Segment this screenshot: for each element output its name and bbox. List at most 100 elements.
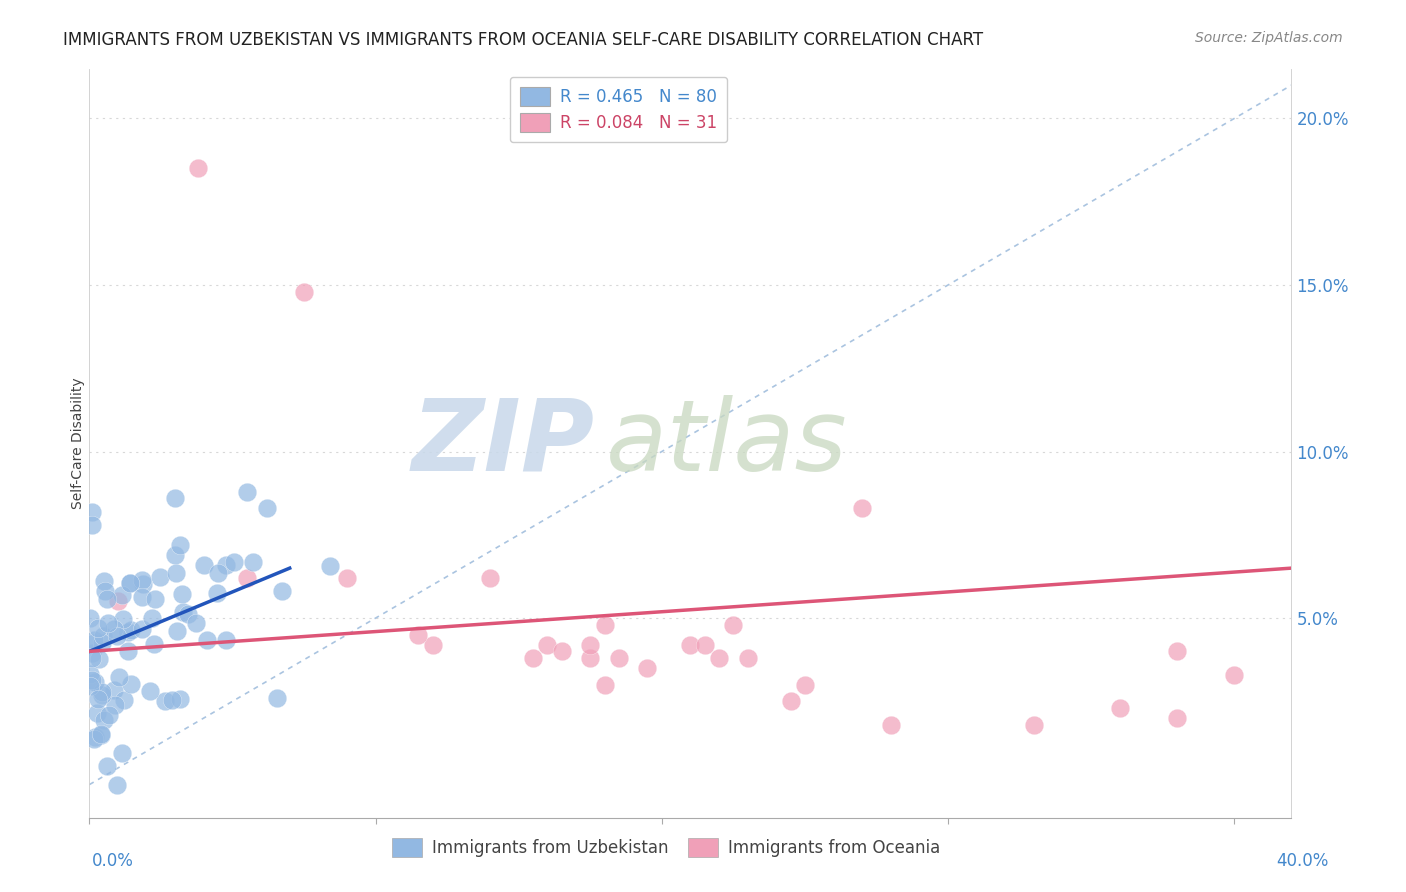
Y-axis label: Self-Care Disability: Self-Care Disability [72, 377, 86, 509]
Point [111, 588, 134, 602]
Text: 0.0%: 0.0% [91, 852, 134, 870]
Point [214, 558, 236, 572]
Point [82, 517, 104, 532]
Point [1223, 667, 1246, 681]
Point [256, 500, 278, 515]
Point [96, 759, 118, 773]
Point [236, 484, 259, 499]
Point [579, 651, 602, 665]
Point [1166, 644, 1188, 658]
Point [131, 573, 153, 587]
Point [79, 611, 101, 625]
Point [1108, 701, 1130, 715]
Point [83, 730, 105, 744]
Point [139, 684, 162, 698]
Point [165, 491, 187, 505]
Point [143, 592, 166, 607]
Point [737, 651, 759, 665]
Point [97, 616, 120, 631]
Point [172, 587, 194, 601]
Point [165, 566, 187, 580]
Text: 40.0%: 40.0% [1277, 852, 1329, 870]
Point [107, 594, 129, 608]
Point [87, 621, 110, 635]
Point [693, 638, 716, 652]
Point [292, 285, 315, 299]
Point [707, 651, 730, 665]
Point [117, 625, 139, 640]
Point [120, 677, 142, 691]
Point [169, 538, 191, 552]
Point [579, 638, 602, 652]
Point [83, 731, 105, 746]
Point [83, 636, 105, 650]
Point [118, 575, 141, 590]
Point [87, 651, 110, 665]
Point [117, 643, 139, 657]
Point [80, 646, 103, 660]
Point [83, 633, 105, 648]
Point [149, 569, 172, 583]
Point [94, 583, 117, 598]
Point [319, 559, 342, 574]
Point [131, 577, 153, 591]
Point [637, 661, 659, 675]
Point [172, 605, 194, 619]
Point [271, 584, 294, 599]
Point [86, 706, 108, 720]
Point [593, 617, 616, 632]
Point [195, 632, 218, 647]
Point [90, 685, 112, 699]
Point [679, 638, 702, 652]
Point [111, 746, 134, 760]
Point [479, 571, 502, 585]
Point [96, 592, 118, 607]
Point [93, 714, 115, 728]
Point [723, 617, 745, 632]
Point [880, 717, 903, 731]
Point [422, 638, 444, 652]
Point [111, 612, 134, 626]
Point [222, 556, 245, 570]
Text: Source: ZipAtlas.com: Source: ZipAtlas.com [1195, 31, 1343, 45]
Point [83, 675, 105, 690]
Point [205, 586, 228, 600]
Point [93, 574, 115, 589]
Text: ZIP: ZIP [411, 395, 595, 491]
Text: IMMIGRANTS FROM UZBEKISTAN VS IMMIGRANTS FROM OCEANIA SELF-CARE DISABILITY CORRE: IMMIGRANTS FROM UZBEKISTAN VS IMMIGRANTS… [63, 31, 983, 49]
Point [91, 688, 114, 702]
Legend: R = 0.465   N = 80, R = 0.084   N = 31: R = 0.465 N = 80, R = 0.084 N = 31 [510, 77, 727, 142]
Point [593, 678, 616, 692]
Point [176, 607, 198, 621]
Point [165, 548, 187, 562]
Point [536, 638, 558, 652]
Point [166, 624, 188, 638]
Point [242, 555, 264, 569]
Point [105, 778, 128, 792]
Point [193, 558, 215, 572]
Point [114, 693, 136, 707]
Point [131, 590, 153, 604]
Point [1166, 711, 1188, 725]
Point [141, 611, 163, 625]
Point [120, 576, 142, 591]
Point [187, 161, 209, 176]
Point [143, 637, 166, 651]
Point [408, 628, 430, 642]
Point [105, 629, 128, 643]
Point [236, 571, 259, 585]
Point [131, 622, 153, 636]
Point [80, 673, 103, 688]
Point [336, 571, 359, 585]
Point [91, 629, 114, 643]
Point [1022, 717, 1045, 731]
Point [779, 694, 801, 708]
Point [103, 622, 125, 636]
Point [103, 683, 125, 698]
Point [186, 615, 208, 630]
Point [793, 678, 815, 692]
Point [79, 667, 101, 681]
Point [97, 708, 120, 723]
Point [90, 636, 112, 650]
Point [607, 651, 630, 665]
